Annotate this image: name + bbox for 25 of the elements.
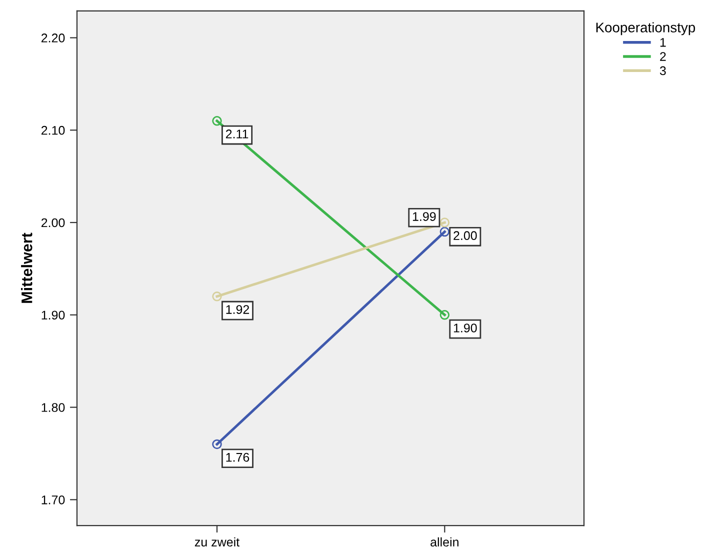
point — [440, 226, 450, 237]
legend-label: 1 — [660, 38, 666, 47]
data-label: 1.92 — [226, 305, 250, 314]
data-label: 1.76 — [226, 452, 250, 462]
point — [212, 439, 222, 450]
y-tick-label: 1.80 — [42, 403, 65, 412]
data-label: 1.99 — [412, 212, 436, 221]
x-tick-label: allein — [430, 537, 458, 547]
data-label: 1.90 — [454, 324, 477, 332]
x-tick-label: zu zweit — [194, 537, 240, 547]
y-tick-label: 1.70 — [42, 495, 65, 504]
y-tick-label: 2.10 — [41, 126, 65, 135]
legend-label: 3 — [660, 66, 666, 76]
point — [212, 292, 222, 302]
point — [440, 218, 450, 228]
y-tick-label: 2.00 — [41, 218, 65, 228]
y-tick-label: 1.90 — [42, 310, 65, 320]
data-label: 2.00 — [454, 231, 477, 240]
y-axis-title: Mittelwert — [21, 232, 32, 303]
legend-title: Kooperationstyp — [596, 22, 696, 36]
y-tick-label: 2.20 — [41, 34, 65, 42]
point — [212, 116, 222, 126]
data-label: 2.11 — [226, 130, 248, 138]
legend-label: 2 — [660, 52, 666, 61]
point — [440, 310, 450, 320]
